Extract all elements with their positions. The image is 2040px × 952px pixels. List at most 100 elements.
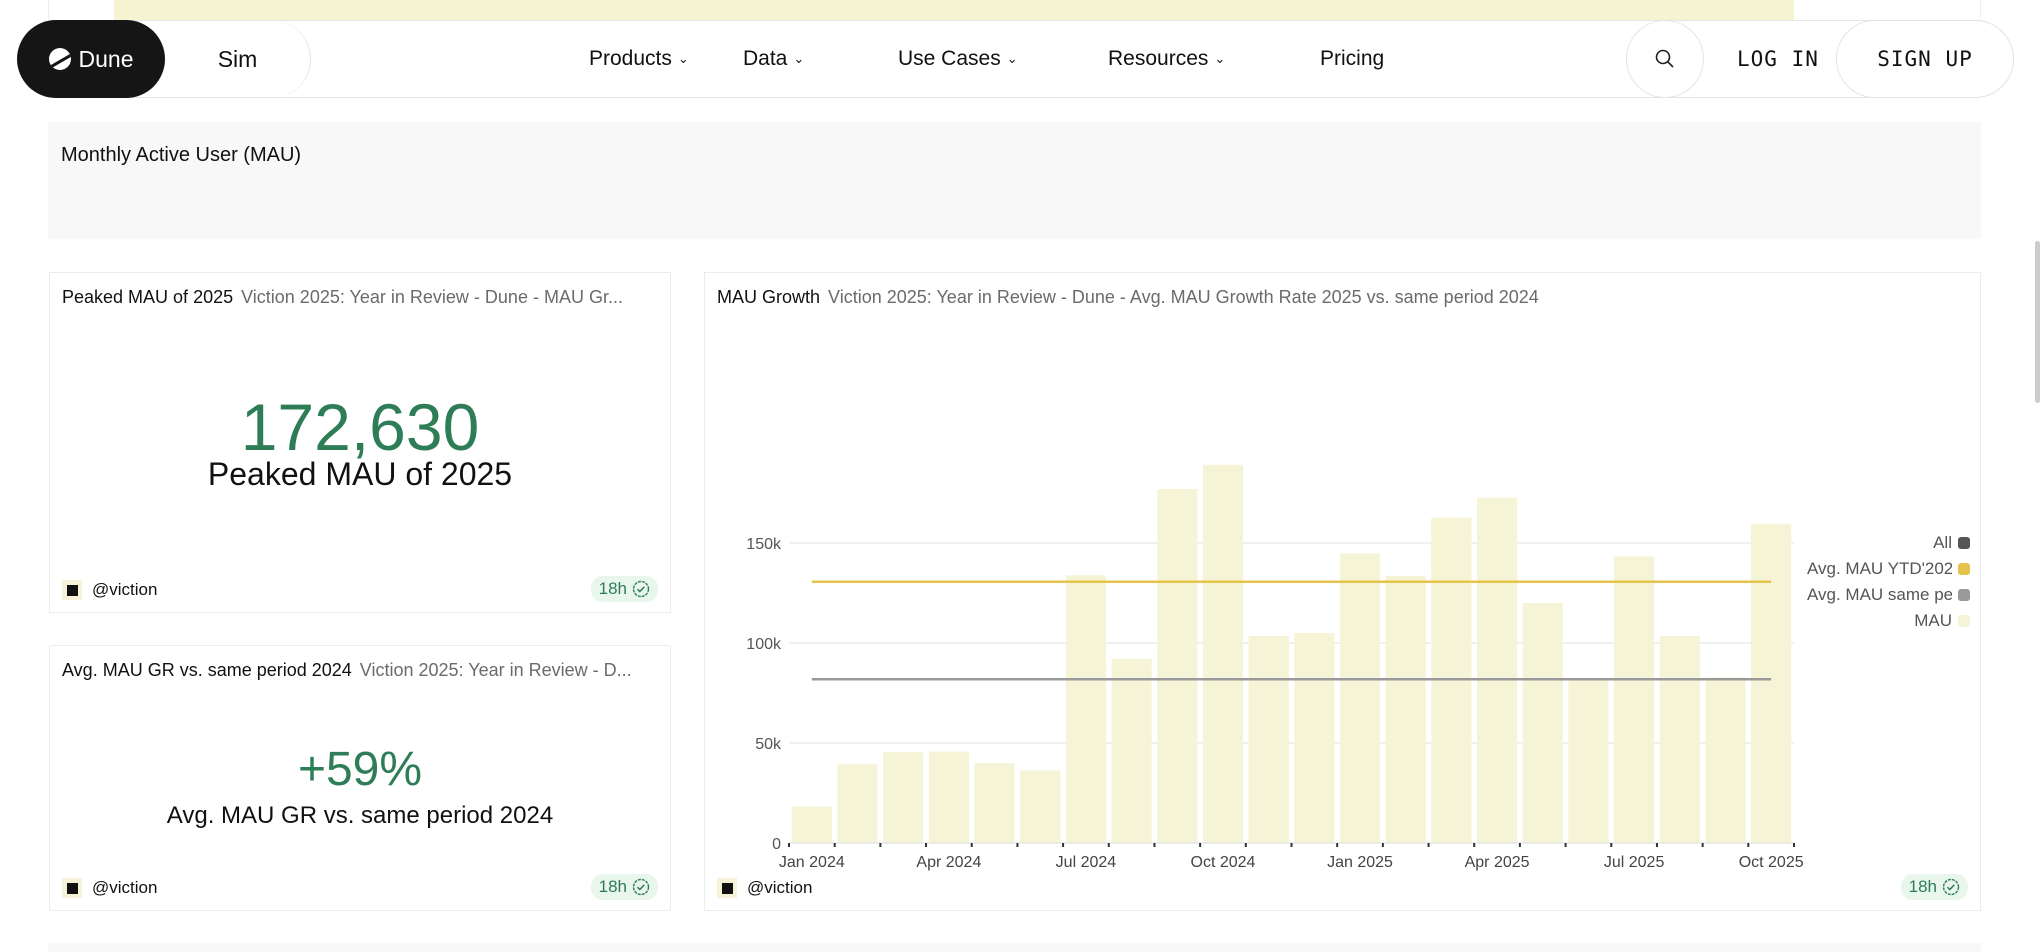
avg-mau-growth-card: Avg. MAU GR vs. same period 2024 Viction … (49, 645, 671, 911)
owner-name: @viction (92, 878, 158, 897)
card-title-text: Peaked MAU of 2025 (62, 287, 234, 307)
y-tick-label: 50k (755, 736, 782, 753)
sim-link[interactable]: Sim (165, 20, 311, 98)
next-section (48, 943, 1981, 952)
x-tick-label: Apr 2024 (916, 854, 981, 871)
legend-label: Avg. MAU YTD'2025 (1807, 559, 1952, 578)
menu-label: Data (743, 47, 788, 70)
card-title-text: Avg. MAU GR vs. same period 2024 (62, 660, 352, 680)
mau-bar-chart: 0 50k 100k 150k Jan 2024 Apr 2024 Jul 2024 Oct … (746, 464, 1804, 871)
owner-link[interactable]: @viction (62, 878, 157, 898)
counter-value: 172,630 (240, 390, 480, 464)
signup-button[interactable]: SIGN UP (1836, 20, 2014, 98)
counter-value: +59% (297, 743, 423, 796)
card-subtitle: Viction 2025: Year in Review - D... (359, 660, 632, 680)
y-tick-label: 0 (772, 836, 781, 853)
menu-label: Use Cases (898, 47, 1001, 70)
bar-jan-2025 (1339, 553, 1381, 843)
legend-label: MAU (1914, 611, 1952, 630)
card-subtitle: Viction 2025: Year in Review - Dune - MA… (241, 287, 623, 307)
section-title: Monthly Active User (MAU) (61, 144, 302, 166)
legend-swatch (1958, 537, 1970, 549)
x-tick-label: Jan 2025 (1327, 854, 1393, 871)
legend-label: Avg. MAU same period 2024 (1807, 585, 1952, 604)
bar-mar-2024 (883, 752, 924, 843)
previous-card-edge (48, 0, 1981, 20)
mau-growth-chart-card: MAU Growth Viction 2025: Year in Review -… (704, 272, 1981, 911)
x-tick-label: Oct 2025 (1739, 854, 1804, 871)
x-tick-label: Jan 2024 (779, 854, 845, 871)
brand-label: Dune (78, 45, 134, 72)
legend-label: All (1933, 533, 1952, 552)
peak-mau-card: Peaked MAU of 2025 Viction 2025: Year in … (49, 272, 671, 613)
verified-check-icon (632, 580, 650, 598)
x-tick-label: Jul 2025 (1604, 854, 1665, 871)
menu-use-cases[interactable]: Use Cases ⌄ (898, 20, 1018, 98)
previous-chart-remnant (114, 0, 1794, 20)
owner-link[interactable]: @viction (62, 580, 157, 600)
freshness-badge: 18h (1900, 874, 1968, 900)
bar-jun-2025 (1568, 680, 1609, 843)
legend-item[interactable]: MAU (1807, 608, 1970, 634)
viction-avatar-icon (717, 878, 737, 898)
menu-data[interactable]: Data ⌄ (743, 20, 804, 98)
legend-swatch (1958, 615, 1970, 627)
page-scrollbar[interactable] (2035, 241, 2040, 403)
y-tick-label: 150k (746, 536, 782, 553)
menu-label: Pricing (1320, 47, 1385, 70)
search-icon (1655, 49, 1674, 68)
menu-label: Resources (1108, 47, 1209, 70)
owner-name: @viction (747, 878, 813, 897)
bar-apr-2025 (1476, 497, 1518, 843)
x-tick-label: Oct 2024 (1191, 854, 1256, 871)
bar-jul-2024 (1065, 575, 1107, 843)
menu-products[interactable]: Products ⌄ (589, 20, 689, 98)
bar-oct-2025 (1751, 523, 1792, 843)
chevron-down-icon: ⌄ (677, 51, 689, 66)
bar-sep-2024 (1157, 489, 1198, 843)
card-title[interactable]: Peaked MAU of 2025 Viction 2025: Year in … (62, 287, 658, 308)
bar-jan-2024 (791, 806, 832, 843)
card-title[interactable]: Avg. MAU GR vs. same period 2024 Viction … (62, 660, 658, 681)
counter-label: Peaked MAU of 2025 (207, 456, 513, 492)
chart-legend: All Avg. MAU YTD'2025 Avg. MAU same period… (1807, 530, 1970, 634)
legend-item[interactable]: Avg. MAU same period 2024 (1807, 582, 1970, 608)
search-button[interactable] (1626, 20, 1704, 98)
bar-sep-2025 (1705, 677, 1746, 843)
owner-name: @viction (92, 580, 158, 599)
bar-jun-2024 (1020, 770, 1061, 843)
bar-feb-2024 (837, 764, 878, 843)
bar-aug-2025 (1659, 636, 1700, 843)
chevron-down-icon: ⌄ (1214, 51, 1226, 66)
bar-may-2024 (974, 763, 1015, 843)
chevron-down-icon: ⌄ (1006, 51, 1018, 66)
legend-item[interactable]: Avg. MAU YTD'2025 (1807, 556, 1970, 582)
bar-dec-2024 (1294, 633, 1335, 843)
owner-link[interactable]: @viction (717, 878, 812, 898)
dune-home-button[interactable]: Dune (17, 20, 165, 98)
menu-resources[interactable]: Resources ⌄ (1108, 20, 1225, 98)
age-text: 18h (598, 579, 627, 598)
menu-pricing[interactable]: Pricing (1320, 20, 1384, 98)
nav-background (77, 20, 2014, 98)
login-button[interactable]: LOG IN (1737, 47, 1819, 71)
bar-feb-2025 (1385, 575, 1426, 843)
menu-label: Products (589, 47, 672, 70)
viction-avatar-icon (62, 580, 82, 600)
bar-may-2025 (1522, 603, 1563, 843)
chevron-down-icon: ⌄ (793, 51, 805, 66)
verified-check-icon (632, 878, 650, 896)
bar-apr-2024 (928, 751, 969, 843)
legend-item[interactable]: All (1807, 530, 1970, 556)
section-header: Monthly Active User (MAU) (48, 122, 1981, 239)
top-navigation: Dune Sim Products ⌄ Data ⌄ Use Cases ⌄ Reso… (17, 20, 2014, 98)
x-tick-label: Jul 2024 (1056, 854, 1117, 871)
dune-logo-icon (48, 48, 71, 70)
legend-swatch (1958, 563, 1970, 575)
x-tick-label: Apr 2025 (1465, 854, 1530, 871)
counter-label: Avg. MAU GR vs. same period 2024 (166, 802, 554, 829)
bar-jul-2025 (1614, 556, 1655, 843)
y-tick-label: 100k (746, 636, 782, 653)
freshness-badge: 18h (590, 874, 658, 900)
viction-avatar-icon (62, 878, 82, 898)
